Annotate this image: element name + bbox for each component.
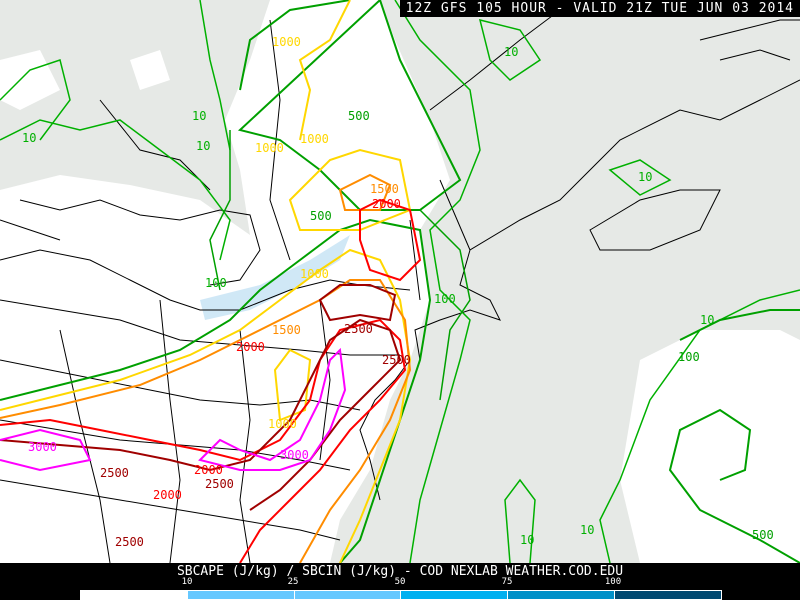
cape-2500-contour: [318, 284, 397, 322]
legend-footer: SBCAPE (J/kg) / SBCIN (J/kg) - COD NEXLA…: [0, 563, 800, 600]
cape-3000-contour: [0, 347, 347, 472]
high-cin-hatch: [200, 235, 350, 320]
contour-label: 1000: [300, 132, 329, 146]
cape-1000-contour: [0, 248, 412, 563]
colorbar-segment: [293, 591, 401, 599]
contour-label: 2000: [236, 340, 265, 354]
cin-10-contour: [0, 0, 481, 563]
contour-label: 500: [752, 528, 774, 542]
contour-label: 10: [700, 313, 714, 327]
colorbar-tick: 75: [501, 577, 513, 587]
contour-label: 2500: [115, 535, 144, 549]
contour-label: 3000: [280, 448, 309, 462]
cape-cin-map: 1000105001010001000101015002000105001000…: [0, 0, 800, 563]
contour-label: 100: [434, 292, 456, 306]
cin-100-contour: [668, 309, 800, 563]
contour-label: 2000: [153, 488, 182, 502]
contour-label: 10: [504, 45, 518, 59]
contour-label: 100: [678, 350, 700, 364]
contour-label: 10: [638, 170, 652, 184]
low-cin-region: [620, 330, 800, 563]
contour-label: 10: [580, 523, 594, 537]
colorbar-tick: 10: [181, 577, 193, 587]
cin-10-contour: [504, 289, 800, 563]
colorbar-tick: 50: [394, 577, 406, 587]
contour-label: 10: [196, 139, 210, 153]
contour-label: 2500: [344, 322, 373, 336]
cin-10-contour: [0, 18, 672, 196]
cin-100-contour: [209, 130, 471, 401]
contour-label: 2500: [382, 353, 411, 367]
cape-1000-contour: [288, 0, 412, 231]
colorbar-segment: [400, 591, 508, 599]
colorbar-tick: 100: [604, 577, 622, 587]
contour-label: 1000: [300, 267, 329, 281]
contour-label: 2500: [205, 477, 234, 491]
colorbar-segment: [186, 591, 294, 599]
cape-1500-contour: [0, 279, 412, 563]
colorbar-segment: [507, 591, 615, 599]
contour-label: 2000: [372, 197, 401, 211]
low-cin-region: [0, 50, 170, 260]
contour-label: 10: [22, 131, 36, 145]
contour-label: 10: [520, 533, 534, 547]
colorbar: [80, 590, 722, 600]
contour-label: 500: [310, 209, 332, 223]
contour-label: 10: [192, 109, 206, 123]
contour-label: 1000: [268, 417, 297, 431]
map-title: 12Z GFS 105 HOUR - VALID 21Z TUE JUN 03 …: [399, 0, 800, 17]
cape-1500-contour: [338, 173, 392, 211]
contour-label: 1500: [370, 182, 399, 196]
contour-label: 3000: [28, 440, 57, 454]
cape-500-contour: [237, 0, 462, 211]
cape-2000-contour: [359, 198, 422, 282]
cape-2000-contour: [0, 318, 407, 563]
cape-500-contour: [0, 218, 432, 563]
contour-label: 2000: [194, 463, 223, 477]
colorbar-segment: [81, 591, 187, 599]
product-label: SBCAPE (J/kg) / SBCIN (J/kg) - COD NEXLA…: [176, 564, 624, 579]
colorbar-segment: [614, 591, 721, 599]
colorbar-tick: 25: [287, 577, 299, 587]
contour-label: 100: [205, 276, 227, 290]
contour-label: 500: [348, 109, 370, 123]
contour-labels: 1000105001010001000101015002000105001000…: [22, 35, 774, 549]
contour-label: 1000: [255, 141, 284, 155]
contour-label: 1500: [272, 323, 301, 337]
contour-label: 1000: [272, 35, 301, 49]
contour-label: 2500: [100, 466, 129, 480]
cape-2500-contour: [0, 318, 402, 511]
